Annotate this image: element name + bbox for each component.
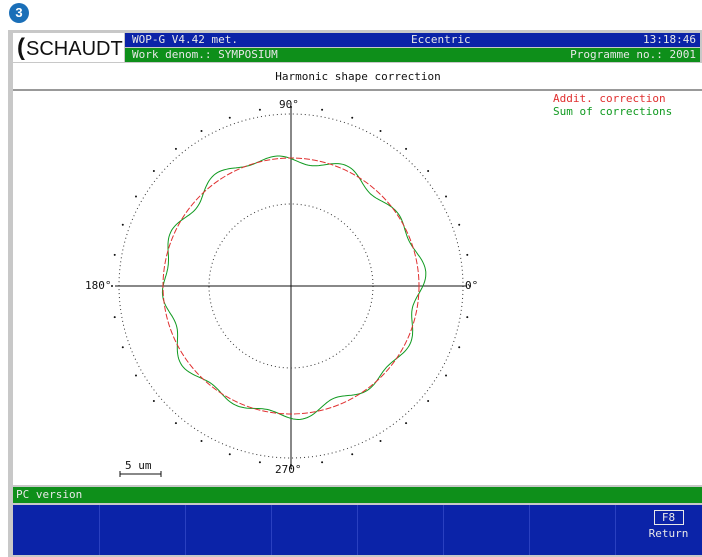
sum-curve bbox=[161, 155, 427, 421]
ring-dot bbox=[152, 400, 155, 403]
legend-red: Addit. correction bbox=[553, 92, 666, 105]
programme: Programme no.: 2001 bbox=[570, 48, 696, 61]
ring-dot bbox=[113, 253, 116, 256]
fkey-divider bbox=[357, 505, 358, 555]
label-90: 90° bbox=[279, 98, 299, 111]
addit-curve bbox=[162, 157, 420, 415]
plot-area: Harmonic shape correction Addit. correct… bbox=[13, 63, 702, 485]
ring-dot bbox=[379, 129, 382, 132]
ring-dot bbox=[200, 440, 203, 443]
ring-dot bbox=[228, 116, 231, 119]
ring-dot bbox=[200, 129, 203, 132]
ring-dot bbox=[152, 169, 155, 172]
status: PC version bbox=[16, 488, 83, 501]
ring-dot bbox=[321, 461, 324, 464]
fkey-divider bbox=[443, 505, 444, 555]
logo: (SCHAUDT bbox=[13, 33, 124, 62]
ring-dot bbox=[445, 195, 448, 198]
label-180: 180° bbox=[85, 279, 112, 292]
ring-dot bbox=[427, 169, 430, 172]
work: Work denom.: SYMPOSIUM bbox=[132, 48, 278, 61]
logo-text: SCHAUDT bbox=[26, 38, 123, 60]
f8-key: F8 bbox=[653, 510, 684, 525]
fkey-divider bbox=[271, 505, 272, 555]
ring-dot bbox=[258, 461, 261, 464]
ring-dot bbox=[379, 440, 382, 443]
f8-label: Return bbox=[648, 527, 689, 540]
ring-dot bbox=[113, 316, 116, 319]
mode: Eccentric bbox=[411, 33, 471, 46]
ring-dot bbox=[134, 195, 137, 198]
legend-green: Sum of corrections bbox=[553, 105, 672, 118]
ring-dot bbox=[228, 453, 231, 456]
f8-button[interactable]: F8 Return bbox=[641, 510, 696, 540]
label-0: 0° bbox=[465, 279, 478, 292]
header-bar: WOP-G V4.42 met. Eccentric 13:18:46 bbox=[125, 33, 700, 47]
polar-plot: Harmonic shape correction Addit. correct… bbox=[13, 70, 702, 477]
ring-dot bbox=[351, 116, 354, 119]
version: WOP-G V4.42 met. bbox=[132, 33, 238, 46]
fkey-divider bbox=[529, 505, 530, 555]
fkey-divider bbox=[185, 505, 186, 555]
status-bar: PC version bbox=[13, 487, 702, 503]
fkey-divider bbox=[615, 505, 616, 555]
ring-dot bbox=[121, 223, 124, 226]
scale-label: 5 um bbox=[125, 459, 152, 472]
step-badge: 3 bbox=[9, 3, 29, 23]
label-270: 270° bbox=[275, 463, 302, 476]
ring-dot bbox=[458, 346, 461, 349]
ring-dot bbox=[405, 422, 408, 425]
ring-dot bbox=[121, 346, 124, 349]
ring-dot bbox=[174, 422, 177, 425]
ring-dot bbox=[469, 285, 471, 287]
info-bar: Work denom.: SYMPOSIUM Programme no.: 20… bbox=[125, 48, 700, 62]
ring-dot bbox=[321, 108, 324, 111]
ring-dot bbox=[405, 147, 408, 150]
ring-dot bbox=[351, 453, 354, 456]
fkey-divider bbox=[99, 505, 100, 555]
ring-dot bbox=[258, 108, 261, 111]
title: Harmonic shape correction bbox=[275, 70, 441, 83]
ring-dot bbox=[445, 374, 448, 377]
ring-dot bbox=[458, 223, 461, 226]
ring-dot bbox=[427, 400, 430, 403]
time: 13:18:46 bbox=[643, 33, 696, 46]
ring-dot bbox=[111, 285, 113, 287]
ring-dot bbox=[174, 147, 177, 150]
ring-dot bbox=[466, 253, 469, 256]
function-keys: F8 Return bbox=[13, 505, 702, 555]
ring-dot bbox=[134, 374, 137, 377]
ring-dot bbox=[466, 316, 469, 319]
